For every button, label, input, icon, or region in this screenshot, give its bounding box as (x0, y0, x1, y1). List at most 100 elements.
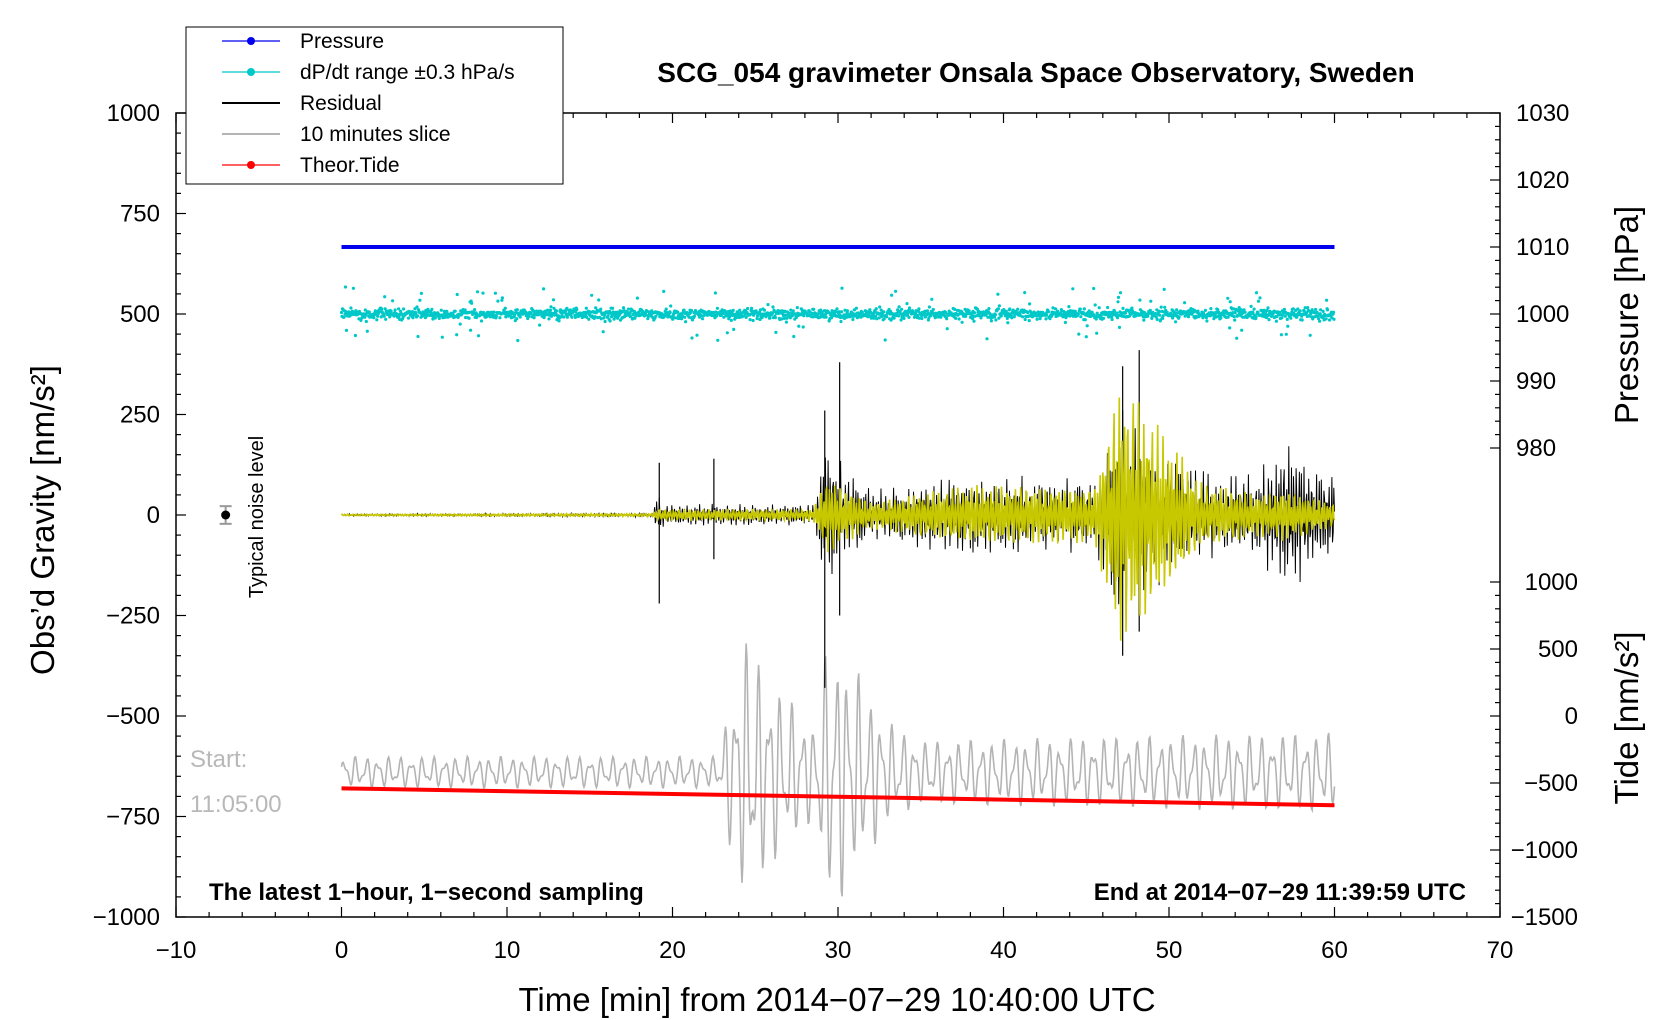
dpdt-point (515, 317, 519, 321)
dpdt-point (602, 316, 606, 320)
noise-marker-layer (219, 505, 232, 525)
dpdt-point (606, 314, 610, 318)
dpdt-point (481, 291, 485, 295)
dpdt-point (773, 316, 778, 320)
dpdt-point (1265, 308, 1269, 313)
dpdt-point (1093, 303, 1097, 307)
dpdt-point (771, 305, 775, 309)
dpdt-point (1303, 306, 1307, 310)
dpdt-point (1226, 315, 1230, 319)
dpdt-point (1158, 313, 1162, 317)
dpdt-point (463, 308, 467, 312)
dpdt-point (1161, 316, 1165, 320)
dpdt-point (1222, 311, 1226, 316)
dpdt-point (1117, 313, 1121, 317)
tide-tick-label: −1500 (1511, 904, 1578, 931)
dpdt-point (748, 318, 752, 322)
dpdt-point (500, 296, 504, 300)
dpdt-point (1267, 318, 1271, 322)
dpdt-point (376, 314, 380, 318)
dpdt-point (738, 308, 742, 312)
dpdt-point (1240, 328, 1244, 332)
dpdt-point (1254, 291, 1259, 295)
dpdt-point (1051, 306, 1055, 310)
dpdt-point (1123, 311, 1128, 315)
dpdt-point (367, 310, 371, 314)
y-tick-label: 0 (147, 502, 160, 529)
dpdt-point (515, 308, 519, 312)
dpdt-point (668, 310, 672, 315)
pressure-tick-label: 1000 (1516, 301, 1569, 328)
dpdt-point (894, 289, 898, 293)
dpdt-point (351, 286, 355, 290)
tide-tick-label: 0 (1565, 703, 1578, 730)
dpdt-point (500, 298, 504, 302)
dpdt-point (731, 308, 735, 312)
dpdt-point (923, 309, 927, 313)
dpdt-point (1251, 311, 1255, 315)
dpdt-point (1016, 307, 1020, 311)
dpdt-point (1284, 332, 1288, 336)
dpdt-point (575, 307, 579, 312)
dpdt-point (512, 315, 516, 319)
dpdt-point (451, 313, 455, 317)
dpdt-point (584, 306, 588, 310)
dpdt-point (1084, 335, 1088, 339)
dpdt-point (784, 320, 789, 324)
dpdt-point (916, 314, 920, 318)
dpdt-point (1324, 317, 1328, 321)
dpdt-point (1228, 300, 1232, 304)
dpdt-point (1280, 316, 1284, 320)
dpdt-point (1028, 302, 1032, 306)
dpdt-point (755, 316, 759, 321)
dpdt-point (927, 316, 931, 320)
dpdt-point (473, 308, 477, 312)
dpdt-point (1306, 306, 1310, 310)
dpdt-point (898, 310, 902, 314)
dpdt-point (557, 319, 561, 323)
chart-title: SCG_054 gravimeter Onsala Space Observat… (657, 57, 1414, 88)
dpdt-point (415, 314, 420, 318)
dpdt-point (1219, 316, 1223, 320)
dpdt-point (599, 317, 603, 321)
dpdt-point (791, 309, 795, 313)
dpdt-point (538, 323, 542, 327)
dpdt-point (633, 316, 637, 320)
dpdt-point (494, 314, 498, 318)
tide-tick-label: −1000 (1511, 837, 1578, 864)
dpdt-point (972, 319, 976, 323)
dpdt-point (827, 310, 831, 315)
dpdt-point (594, 306, 598, 310)
dpdt-point (972, 311, 977, 315)
dpdt-point (837, 310, 841, 314)
dpdt-point (532, 316, 536, 320)
dpdt-point (1252, 307, 1256, 311)
dpdt-point (439, 308, 443, 312)
legend-marker (247, 161, 255, 169)
series-10min-slice (340, 643, 1336, 897)
dpdt-point (897, 314, 901, 318)
dpdt-point (1085, 324, 1089, 328)
dpdt-point (1307, 314, 1311, 318)
dpdt-point (1266, 306, 1270, 310)
series-residual-filtered (340, 397, 1336, 641)
dpdt-point (1325, 308, 1330, 312)
dpdt-point (593, 315, 597, 319)
dpdt-point (1296, 307, 1300, 311)
dpdt-point (734, 316, 738, 320)
pressure-tick-label: 1010 (1516, 234, 1569, 261)
dpdt-point (1026, 310, 1030, 315)
legend: Pressure dP/dt range ±0.3 hPa/s Residual 10… (185, 26, 564, 185)
dpdt-point (1110, 317, 1114, 322)
dpdt-point (1209, 307, 1213, 311)
dpdt-point (1319, 308, 1323, 312)
dpdt-point (1256, 299, 1261, 303)
dpdt-point (645, 309, 649, 313)
dpdt-point (695, 333, 699, 337)
dpdt-point (874, 307, 878, 311)
dpdt-point (945, 317, 949, 321)
dpdt-point (1048, 317, 1052, 321)
dpdt-point (662, 289, 666, 293)
dpdt-point (1138, 298, 1142, 302)
dpdt-point (1008, 307, 1012, 311)
